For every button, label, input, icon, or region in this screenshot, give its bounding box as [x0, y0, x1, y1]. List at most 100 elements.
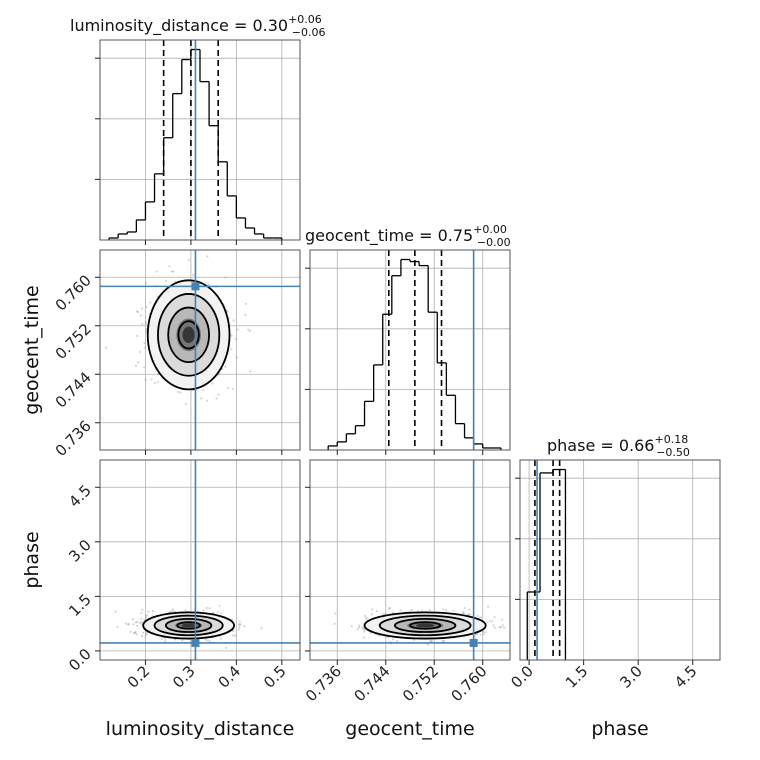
- sample-point-p20-103: [140, 611, 143, 614]
- ytick-label-geocent_time-0: 0.736: [52, 417, 95, 460]
- contour-line-p20-2: [153, 614, 224, 637]
- sample-point-p20-219: [237, 628, 240, 631]
- sample-point-p10-97: [104, 346, 108, 349]
- contour-line-p10-0: [177, 320, 200, 350]
- sample-point-p10-634: [136, 310, 139, 313]
- sample-point-p10-428: [145, 327, 148, 331]
- xtick-label-luminosity_distance-1: 0.3: [169, 662, 199, 692]
- sample-point-p20-614: [134, 630, 137, 633]
- sample-point-p20-120: [164, 637, 167, 640]
- sample-point-p21-593: [498, 626, 501, 629]
- sample-point-p10-215: [155, 270, 158, 273]
- sample-point-p20-244: [131, 618, 135, 621]
- sample-point-p10-622: [192, 273, 195, 277]
- sample-point-p10-627: [232, 319, 235, 322]
- title-phase: phase = 0.66+0.18 −0.50: [547, 433, 690, 459]
- contour-line-p20-0: [176, 621, 201, 630]
- sample-point-p20-646: [205, 606, 208, 610]
- sample-point-p20-262: [171, 609, 174, 613]
- sample-point-p21-378: [482, 630, 485, 633]
- sample-point-p21-240: [475, 632, 479, 636]
- sample-point-p20-523: [141, 608, 144, 611]
- sample-point-p21-340: [442, 608, 445, 611]
- sample-point-p20-423: [132, 623, 135, 626]
- sample-point-p20-93: [147, 610, 150, 613]
- sample-point-p10-231: [200, 397, 203, 400]
- sample-point-p10-41: [218, 372, 221, 376]
- sample-point-p10-179: [156, 219, 158, 221]
- ytick-label-phase-3: 4.5: [65, 481, 95, 511]
- sample-point-p10-420: [170, 270, 173, 273]
- contour-line-p21-3: [363, 611, 487, 640]
- sample-point-p21-465: [476, 614, 479, 617]
- sample-point-p20-592: [232, 629, 235, 633]
- sample-point-p20-121: [163, 640, 167, 643]
- panel-frame-p00: [99, 39, 301, 241]
- sample-point-p10-460: [179, 391, 182, 394]
- sample-point-p10-443: [224, 276, 227, 279]
- sample-point-p20-620: [181, 639, 184, 642]
- sample-point-p10-337: [149, 301, 152, 304]
- sample-point-p10-0: [244, 313, 247, 317]
- sample-point-p20-5: [144, 634, 147, 637]
- xtick-label-luminosity_distance-2: 0.4: [215, 662, 245, 692]
- ytick-label-geocent_time-3: 0.760: [52, 271, 95, 314]
- sample-point-p21-80: [356, 628, 359, 631]
- sample-point-p21-103: [410, 608, 414, 612]
- panel-frame-p20: [99, 459, 301, 661]
- sample-point-p10-543: [249, 370, 252, 373]
- sample-point-p10-146: [143, 341, 146, 345]
- sample-point-p21-600: [365, 617, 369, 620]
- density-phase_vs_luminosity_distance: [100, 460, 300, 660]
- sample-point-p20-138: [208, 640, 211, 643]
- sample-point-p20-561: [184, 609, 187, 612]
- density-fill-p10-4: [182, 326, 195, 344]
- contour-line-p20-1: [165, 618, 213, 633]
- sample-point-p10-647: [144, 378, 147, 382]
- sample-point-p20-359: [135, 620, 139, 623]
- density-fill-p20-4: [181, 623, 196, 628]
- sample-point-p20-243: [225, 646, 228, 650]
- sample-point-p20-23: [233, 634, 237, 637]
- sample-point-p20-617: [114, 610, 117, 613]
- sample-point-p20-152: [238, 624, 241, 627]
- sample-point-p10-284: [143, 346, 146, 349]
- xtick-label-geocent_time-0: 0.736: [302, 662, 345, 705]
- panel-frame-p10: [99, 249, 301, 451]
- sample-point-p10-442: [231, 387, 234, 391]
- sample-point-p10-532: [150, 378, 153, 381]
- xtick-label-phase-1: 1.5: [562, 662, 592, 692]
- sample-point-p21-169: [486, 605, 490, 608]
- xlabel-luminosity-distance: luminosity_distance: [106, 718, 295, 740]
- sample-point-p20-334: [220, 612, 223, 615]
- sample-point-p21-139: [382, 612, 385, 616]
- sample-point-p21-287: [468, 613, 472, 616]
- sample-point-p20-132: [151, 609, 154, 613]
- xtick-label-phase-2: 3.0: [616, 662, 646, 692]
- sample-point-p20-530: [174, 638, 177, 641]
- sample-point-p21-424: [358, 624, 361, 627]
- sample-point-p21-483: [362, 630, 366, 633]
- sample-point-p10-523: [153, 382, 156, 385]
- sample-point-p21-199: [357, 626, 360, 629]
- contour-line-p10-2: [157, 293, 221, 377]
- sample-point-p20-195: [208, 607, 211, 610]
- sample-point-p20-4: [140, 622, 143, 625]
- density-fill-p21-4: [416, 623, 435, 628]
- sample-point-p20-534: [219, 637, 223, 640]
- sample-point-p10-386: [185, 402, 188, 406]
- sample-point-p10-382: [206, 255, 209, 258]
- sample-point-p10-115: [234, 337, 238, 341]
- sample-point-p20-323: [127, 622, 130, 626]
- sample-point-p10-643: [139, 350, 142, 354]
- sample-point-p20-612: [202, 609, 205, 612]
- sample-point-p20-273: [135, 633, 138, 636]
- sample-point-p10-437: [168, 265, 171, 268]
- sample-point-p10-305: [172, 270, 175, 273]
- sample-point-p21-639: [484, 631, 487, 634]
- sample-point-p21-462: [361, 626, 364, 629]
- sample-point-p10-348: [207, 283, 210, 286]
- sample-point-p20-39: [218, 604, 221, 607]
- ytick-label-geocent_time-1: 0.744: [52, 368, 95, 411]
- contour-line-p21-0: [409, 621, 442, 630]
